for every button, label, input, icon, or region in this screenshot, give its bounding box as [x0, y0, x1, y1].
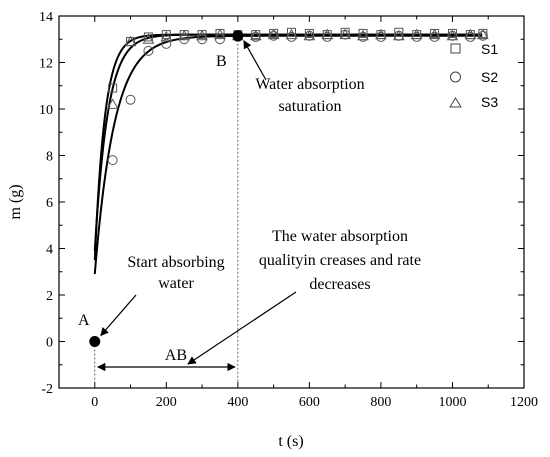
marker-s3-triangle — [303, 29, 316, 41]
legend-label-s1: S1 — [481, 41, 498, 57]
y-tick-label: 4 — [46, 243, 53, 258]
marker-s3-triangle — [285, 28, 298, 40]
marker-s3-triangle — [178, 29, 191, 41]
marker-s1-square — [108, 83, 118, 93]
marker-s3-triangle — [477, 28, 489, 40]
legend-label-s3: S3 — [481, 94, 498, 110]
marker-s2-circle — [250, 31, 261, 42]
marker-s2-circle — [107, 155, 118, 166]
key-points — [89, 30, 244, 347]
marker-s3-triangle — [196, 29, 208, 41]
middle-annotation-line1: The water absorption — [272, 228, 408, 245]
marker-s3-triangle — [106, 98, 119, 109]
marker-s3-triangle — [267, 28, 280, 40]
legend-entry-s3: S3 — [449, 94, 498, 110]
start-arrow — [100, 294, 137, 337]
marker-s2-circle — [125, 94, 136, 105]
y-tick-label: 8 — [46, 150, 53, 165]
reference-lines — [94, 35, 239, 388]
y-tick-label: 14 — [39, 10, 53, 25]
marker-s1-square — [358, 28, 368, 38]
marker-s2-circle — [268, 30, 279, 41]
marker-s3-triangle — [321, 28, 334, 40]
marker-s3-triangle — [249, 29, 262, 41]
marker-s3-triangle — [410, 28, 423, 40]
legend-marker-triangle — [449, 97, 462, 108]
x-tick-label: 1200 — [510, 395, 538, 410]
x-tick-label: 600 — [299, 395, 320, 410]
y-tick-label: 12 — [39, 57, 53, 72]
x-axis-label: t (s) — [278, 433, 303, 450]
marker-s1-square — [287, 27, 296, 37]
fit-curve-s3 — [93, 33, 483, 251]
y-tick-label: 2 — [46, 289, 53, 304]
start-annotation-line2: water — [158, 275, 194, 292]
marker-s1-square — [161, 30, 171, 40]
point-a — [89, 336, 101, 347]
fit-curve-s1 — [93, 33, 483, 261]
marker-s2-circle — [143, 45, 154, 56]
marker-s3-triangle — [214, 28, 226, 40]
marker-s3-triangle — [142, 33, 155, 44]
x-tick-label: 1000 — [438, 395, 466, 410]
point-a-label: A — [78, 312, 90, 329]
middle-annotation-line2: qualityin creases and rate — [259, 252, 421, 269]
middle-annotation-line3: decreases — [309, 276, 370, 293]
marker-s3-triangle — [160, 30, 173, 42]
marker-s3-triangle — [357, 29, 369, 41]
x-tick-label: 200 — [156, 395, 177, 410]
legend-label-s2: S2 — [481, 69, 498, 85]
y-tick-label: 0 — [46, 336, 53, 351]
saturation-annotation-line2: saturation — [278, 98, 341, 115]
legend-entry-s1: S1 — [450, 41, 498, 57]
marker-s3-triangle — [428, 28, 441, 40]
marker-s3-triangle — [446, 29, 459, 41]
data-markers — [106, 27, 489, 166]
interval-ab-label: AB — [165, 347, 187, 364]
point-b — [232, 30, 244, 42]
marker-s3-triangle — [124, 35, 137, 47]
saturation-arrow — [243, 40, 267, 81]
start-annotation-line1: Start absorbing — [127, 254, 224, 271]
x-tick-label: 400 — [227, 395, 248, 410]
legend-entry-s2: S2 — [450, 69, 498, 85]
marker-s1-square — [143, 32, 153, 42]
axis-ticks — [58, 15, 525, 389]
marker-s2-circle — [477, 30, 488, 41]
marker-s2-circle — [214, 34, 225, 45]
saturation-annotation-line1: Water absorption — [255, 76, 364, 93]
legend-marker-square — [450, 43, 461, 54]
marker-s2-circle — [358, 31, 369, 42]
y-tick-label: 6 — [46, 196, 53, 211]
tick-labels: 0 200 400 600 800 1000 1200 -2 0 2 4 6 8 10 12 14 — [39, 10, 538, 410]
y-axis-label: m (g) — [7, 184, 24, 219]
legend: S1 S2 S3 — [449, 41, 498, 110]
middle-arrow — [187, 291, 297, 365]
marker-s1-square — [394, 27, 404, 37]
y-tick-label: 10 — [39, 103, 53, 118]
marker-s3-triangle — [464, 28, 477, 40]
annotation-arrows — [96, 40, 297, 372]
legend-marker-circle — [450, 71, 461, 83]
x-tick-label: 800 — [370, 395, 391, 410]
marker-s3-triangle — [392, 29, 405, 41]
y-tick-label: -2 — [41, 382, 53, 397]
point-b-label: B — [216, 53, 227, 70]
marker-s2-circle — [161, 38, 172, 49]
marker-s3-triangle — [375, 28, 387, 40]
marker-s3-triangle — [339, 28, 352, 40]
x-tick-label: 0 — [91, 395, 98, 410]
